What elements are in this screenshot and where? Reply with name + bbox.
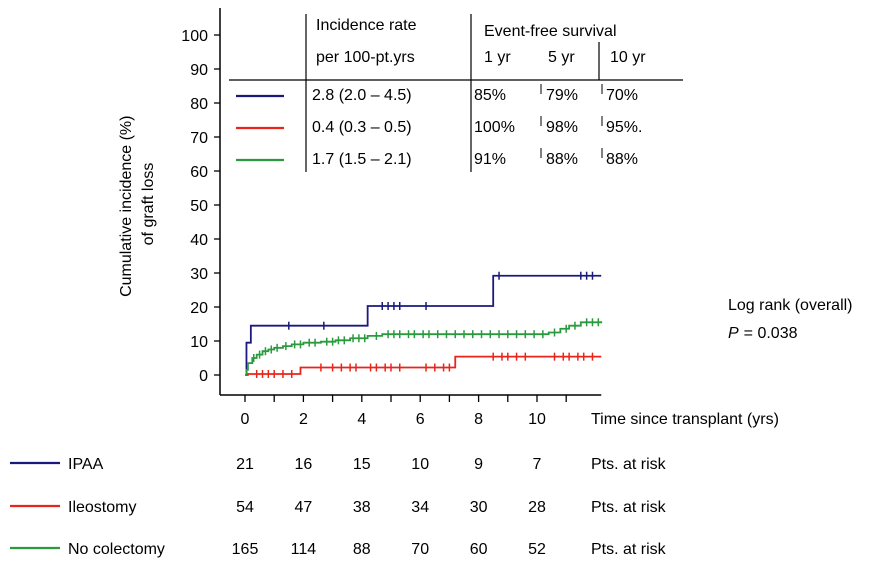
- inset-header-rate-line2: per 100-pt.yrs: [316, 49, 415, 66]
- at-risk-count: 30: [470, 499, 488, 516]
- at-risk-count: 7: [533, 456, 542, 473]
- inset-efs-value: 95%.: [606, 119, 642, 136]
- at-risk-count: 70: [411, 541, 429, 558]
- at-risk-count: 52: [528, 541, 546, 558]
- inset-rate: 0.4 (0.3 – 0.5): [312, 119, 412, 136]
- series-line-2: [245, 321, 603, 376]
- at-risk-count: 34: [411, 499, 429, 516]
- y-tick-label: 30: [190, 266, 208, 283]
- inset-rate: 1.7 (1.5 – 2.1): [312, 151, 412, 168]
- p-symbol: P: [728, 325, 739, 342]
- inset-header-efs: Event-free survival: [484, 23, 617, 40]
- at-risk-group-name: No colectomy: [68, 541, 165, 558]
- inset-header-year: 10 yr: [610, 49, 646, 66]
- y-tick-label: 90: [190, 62, 208, 79]
- at-risk-table: IPAA 21 16 15 10 9 7 Pts. at risk Ileostomy 54 47 3…: [10, 456, 667, 558]
- y-tick-label: 20: [190, 300, 208, 317]
- inset-efs-value: 70%: [606, 87, 638, 104]
- x-tick-label: 0: [241, 411, 250, 428]
- series-line-0: [245, 274, 602, 376]
- y-axis-label: Cumulative incidence (%) of graft loss: [118, 111, 157, 297]
- y-tick-label: 100: [181, 28, 208, 45]
- inset-efs-value: 79%: [546, 87, 578, 104]
- inset-efs-value: 100%: [474, 119, 515, 136]
- plot-curves: [245, 271, 603, 378]
- series-line-1: [245, 355, 602, 376]
- inset-efs-value: 85%: [474, 87, 506, 104]
- x-tick-label: 10: [528, 411, 546, 428]
- at-risk-count: 165: [232, 541, 259, 558]
- x-tick-label: 6: [416, 411, 425, 428]
- at-risk-suffix: Pts. at risk: [591, 456, 667, 473]
- inset-efs-value: 91%: [474, 151, 506, 168]
- x-axis-label: Time since transplant (yrs): [591, 411, 779, 428]
- at-risk-group-name: Ileostomy: [68, 499, 136, 516]
- at-risk-count: 10: [411, 456, 429, 473]
- y-axis-label-line1: Cumulative incidence (%): [118, 116, 135, 297]
- y-axis-label-line2: of graft loss: [140, 163, 157, 246]
- x-tick-label: 8: [474, 411, 483, 428]
- y-tick-label: 10: [190, 334, 208, 351]
- y-tick-label: 80: [190, 96, 208, 113]
- x-tick-label: 2: [299, 411, 308, 428]
- inset-table: Incidence rate per 100-pt.yrs Event-free s…: [229, 14, 683, 172]
- inset-efs-value: 98%: [546, 119, 578, 136]
- at-risk-count: 9: [474, 456, 483, 473]
- at-risk-count: 16: [295, 456, 313, 473]
- at-risk-count: 28: [528, 499, 546, 516]
- inset-efs-value: 88%: [606, 151, 638, 168]
- y-tick-label: 40: [190, 232, 208, 249]
- at-risk-count: 60: [470, 541, 488, 558]
- at-risk-count: 47: [295, 499, 313, 516]
- y-tick-label: 60: [190, 164, 208, 181]
- at-risk-count: 88: [353, 541, 371, 558]
- at-risk-count: 21: [236, 456, 254, 473]
- at-risk-count: 54: [236, 499, 254, 516]
- at-risk-count: 38: [353, 499, 371, 516]
- at-risk-count: 114: [291, 541, 317, 558]
- y-tick-label: 70: [190, 130, 208, 147]
- x-tick-label: 4: [357, 411, 366, 428]
- log-rank-p: P = 0.038: [728, 325, 798, 342]
- plot-axes: 0 10 20 30 40 50 60 70 80 90 100 0 2 4 6 8 10: [181, 8, 602, 428]
- y-tick-label: 50: [190, 198, 208, 215]
- p-value: = 0.038: [744, 325, 798, 342]
- log-rank-label: Log rank (overall): [728, 297, 853, 314]
- at-risk-suffix: Pts. at risk: [591, 541, 667, 558]
- at-risk-group-name: IPAA: [68, 456, 104, 473]
- inset-header-year: 5 yr: [548, 49, 575, 66]
- at-risk-suffix: Pts. at risk: [591, 499, 667, 516]
- inset-rate: 2.8 (2.0 – 4.5): [312, 87, 412, 104]
- y-tick-label: 0: [199, 368, 208, 385]
- inset-header-rate-line1: Incidence rate: [316, 17, 417, 34]
- at-risk-count: 15: [353, 456, 371, 473]
- inset-header-year: 1 yr: [484, 49, 511, 66]
- inset-efs-value: 88%: [546, 151, 578, 168]
